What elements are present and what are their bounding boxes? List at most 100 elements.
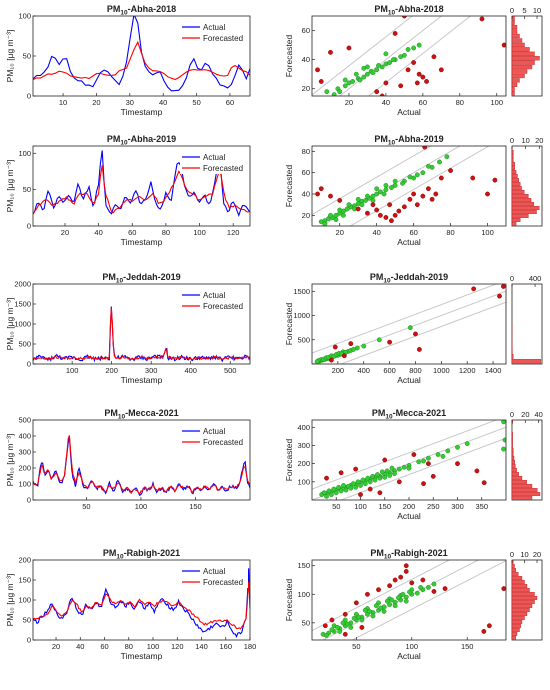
point-outlier	[379, 93, 385, 96]
reference-line	[338, 16, 443, 96]
point-outlier	[501, 42, 506, 48]
point-outlier	[358, 492, 363, 497]
histogram-bar	[511, 73, 525, 79]
x-tick-label: 180	[244, 642, 257, 651]
y-tick-label: 100	[18, 12, 31, 21]
series-line-forecasted	[33, 165, 250, 215]
point-outlier	[365, 591, 370, 597]
scatter-chart: PM10-Abha-2019 20 40 60 80 100 20 40 60 80 Actual F…	[284, 134, 507, 247]
histogram-tick-label: 20	[535, 136, 543, 145]
histogram-frame	[511, 419, 543, 501]
histogram-bar	[511, 432, 513, 436]
point-good	[387, 473, 392, 478]
y-tick-label: 100	[297, 477, 310, 486]
point-good	[351, 615, 357, 621]
histogram-bar	[511, 444, 513, 448]
y-tick-label: 0	[27, 92, 31, 101]
x-tick-label: 400	[184, 366, 197, 375]
legend-label: Actual	[203, 291, 225, 300]
point-good	[389, 185, 394, 191]
point-good	[407, 174, 413, 180]
y-axis-label: Forecasted	[284, 34, 294, 77]
point-good	[464, 441, 470, 447]
histogram-tick-label: 0	[510, 6, 514, 15]
histogram-bar	[511, 24, 518, 30]
histogram-bar	[511, 596, 538, 600]
marginal-histogram: 0 400	[510, 274, 543, 365]
x-tick-label: 80	[125, 642, 133, 651]
histogram-tick-label: 20	[533, 550, 541, 559]
legend-box	[180, 288, 248, 312]
point-good	[384, 468, 390, 474]
point-good	[353, 71, 359, 77]
histogram-bar	[511, 584, 528, 588]
x-axis-label: Timestamp	[121, 107, 163, 117]
point-outlier	[401, 204, 407, 210]
legend-box	[180, 150, 248, 174]
point-good	[365, 71, 370, 77]
point-good	[383, 51, 389, 57]
histogram-bar	[511, 198, 532, 202]
point-good	[376, 337, 382, 343]
point-outlier	[485, 191, 490, 197]
histogram-bar	[511, 47, 530, 52]
reference-line	[321, 560, 480, 640]
y-axis-label: PM₁₀ [μg m⁻³]	[5, 574, 15, 627]
point-outlier	[382, 457, 388, 463]
point-good	[414, 590, 420, 596]
point-good	[337, 207, 343, 213]
x-tick-label: 100	[193, 228, 206, 237]
point-good	[405, 47, 411, 52]
x-tick-label: 350	[475, 502, 488, 511]
y-tick-label: 100	[18, 596, 31, 605]
point-good	[361, 65, 367, 71]
histogram-tick-label: 0	[510, 274, 514, 283]
point-good	[401, 52, 407, 58]
histogram-bar	[511, 29, 518, 34]
y-tick-label: 60	[302, 26, 310, 35]
point-good	[367, 609, 373, 614]
x-tick-label: 50	[332, 502, 340, 511]
y-tick-label: 50	[23, 616, 31, 625]
y-tick-label: 1000	[14, 320, 31, 329]
point-good	[314, 359, 320, 364]
x-axis-label: Actual	[397, 511, 421, 521]
x-tick-label: 100	[481, 228, 494, 237]
axes-frame	[32, 419, 251, 501]
histogram-bar	[511, 170, 517, 174]
point-outlier	[474, 468, 480, 474]
y-tick-label: 50	[302, 618, 310, 627]
histogram-bar	[511, 206, 540, 210]
histogram-bar	[511, 210, 537, 214]
point-outlier	[377, 212, 383, 218]
point-outlier	[353, 466, 359, 472]
point-outlier	[387, 339, 392, 345]
series-line-forecasted	[33, 581, 250, 630]
x-tick-label: 20	[52, 642, 60, 651]
chart-title: PM10-Abha-2018	[107, 4, 176, 17]
point-good	[370, 197, 376, 203]
point-outlier	[448, 168, 453, 173]
x-axis-label: Actual	[397, 375, 421, 385]
x-tick-label: 80	[162, 228, 170, 237]
point-good	[367, 479, 373, 485]
point-good	[324, 633, 329, 638]
point-good	[501, 446, 506, 452]
marginal-histogram: 0 10 20	[510, 136, 543, 227]
y-tick-label: 200	[297, 459, 310, 468]
point-outlier	[486, 623, 492, 629]
x-tick-label: 120	[227, 228, 240, 237]
y-tick-label: 20	[302, 84, 310, 93]
chart-title: PM10-Rabigh-2021	[103, 548, 180, 561]
point-outlier	[424, 79, 429, 84]
x-tick-label: 40	[76, 642, 84, 651]
y-tick-label: 0	[27, 496, 31, 505]
histogram-bar	[511, 492, 541, 496]
legend-label: Actual	[203, 427, 225, 436]
y-tick-label: 40	[302, 55, 310, 64]
point-outlier	[471, 286, 477, 292]
point-outlier	[328, 49, 333, 55]
histogram-bar	[511, 154, 514, 158]
axes-frame	[311, 283, 507, 365]
legend-label: Actual	[203, 23, 225, 32]
